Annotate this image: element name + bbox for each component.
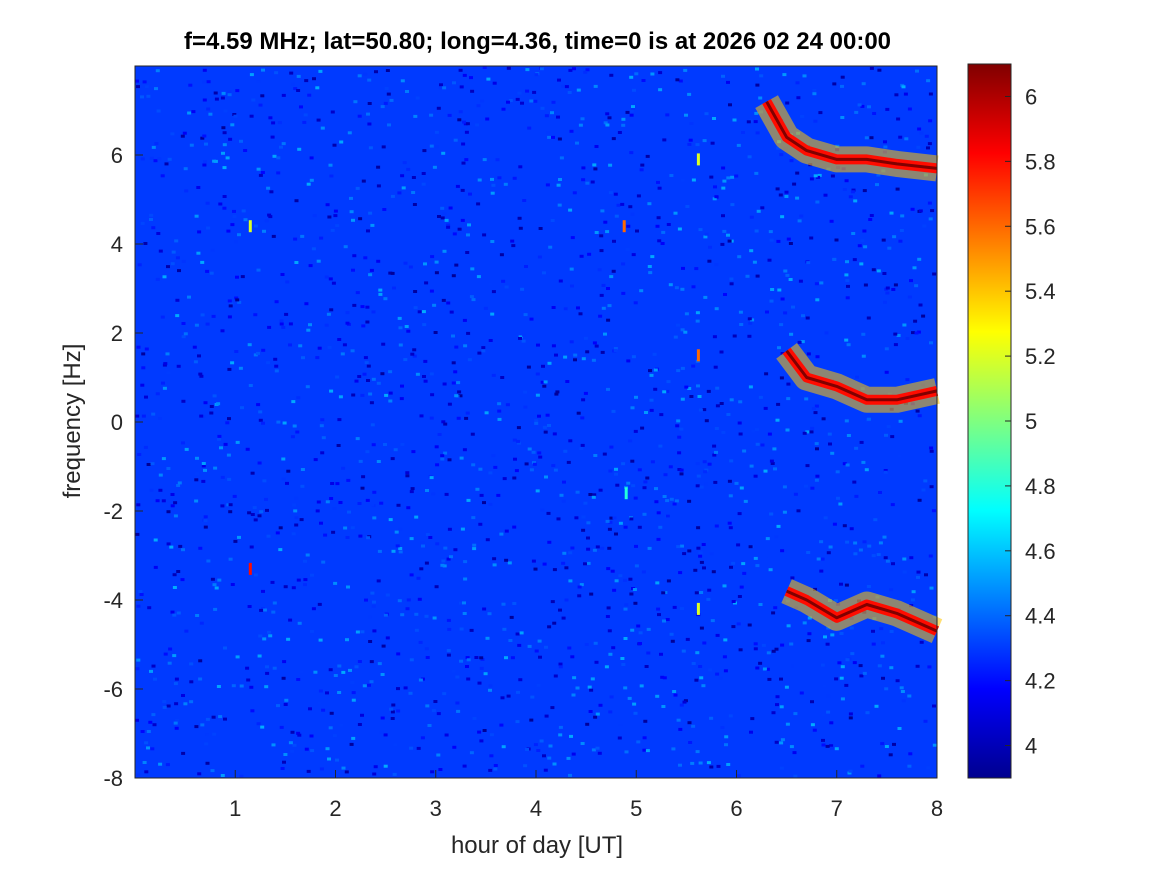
colorbar-tick-label: 4 (1025, 734, 1037, 759)
trace-upper (765, 100, 938, 170)
y-tick-label: 0 (111, 410, 123, 435)
x-tick-label: 3 (430, 796, 442, 821)
x-tick-label: 1 (229, 796, 241, 821)
x-tick-label: 6 (730, 796, 742, 821)
colorbar-tick-label: 5.4 (1025, 279, 1056, 304)
spike-mark (696, 602, 700, 615)
trace-middle (785, 349, 938, 402)
colorbar-tick-label: 5.6 (1025, 214, 1056, 239)
y-axis-label: frequency [Hz] (59, 343, 86, 499)
spike-mark (248, 220, 252, 233)
chart-title: f=4.59 MHz; lat=50.80; long=4.36, time=0… (183, 28, 892, 55)
trace-lower (785, 589, 938, 633)
y-tick-label: 2 (111, 321, 123, 346)
y-tick-label: -4 (103, 588, 123, 613)
heatmap-area (135, 66, 943, 778)
spike-mark (248, 562, 252, 575)
colorbar-tick-label: 5.2 (1025, 344, 1056, 369)
x-tick-label: 5 (630, 796, 642, 821)
colorbar-scale (967, 63, 1012, 779)
y-tick-label: -2 (103, 499, 123, 524)
colorbar-tick-label: 4.8 (1025, 474, 1056, 499)
spike-mark (696, 349, 700, 362)
heatmap-noise (135, 66, 937, 778)
x-tick-label: 7 (831, 796, 843, 821)
x-tick-label: 8 (931, 796, 943, 821)
x-axis-label: hour of day [UT] (450, 832, 624, 859)
colorbar-tick-label: 4.6 (1025, 539, 1056, 564)
x-tick-label: 4 (530, 796, 542, 821)
spike-mark (624, 487, 628, 500)
spike-mark (622, 220, 626, 233)
y-tick-label: -8 (103, 766, 123, 791)
y-tick-label: -6 (103, 677, 123, 702)
x-tick-label: 2 (329, 796, 341, 821)
colorbar-tick-label: 4.2 (1025, 669, 1056, 694)
colorbar: 4 4.2 4.4 4.6 4.8 5 5.2 5.4 5.6 5.8 6 (967, 63, 1056, 779)
colorbar-tick-label: 5.8 (1025, 149, 1056, 174)
spike-mark (696, 153, 700, 166)
axes: 1 2 3 4 5 6 7 8 -8 -6 -4 -2 0 2 4 6 (103, 65, 943, 821)
y-tick-label: 6 (111, 143, 123, 168)
y-tick-label: 4 (111, 232, 123, 257)
colorbar-tick-label: 5 (1025, 409, 1037, 434)
colorbar-tick-label: 6 (1025, 84, 1037, 109)
colorbar-tick-label: 4.4 (1025, 604, 1056, 629)
